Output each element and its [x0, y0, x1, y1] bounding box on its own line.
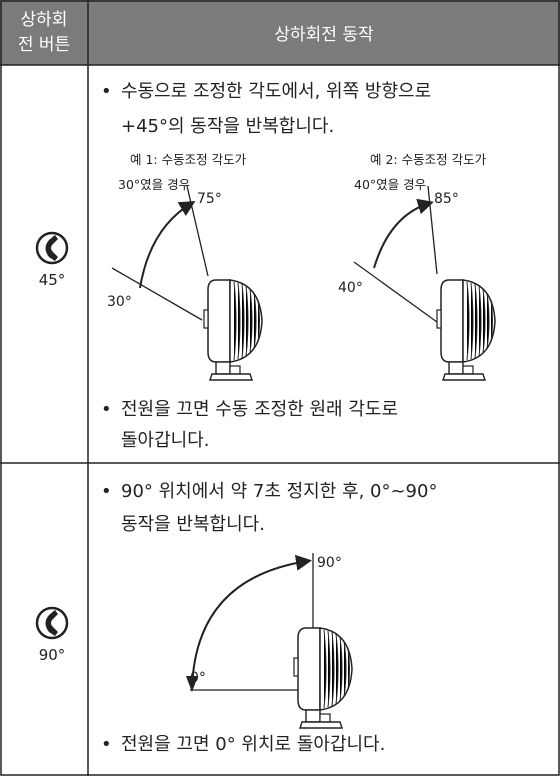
arrow-head — [186, 676, 198, 692]
text-line: 수동으로 조정한 각도에서, 위쪽 방향으로 — [121, 81, 431, 102]
fan-illustration — [293, 627, 353, 729]
header-col2: 상하회전 동작 — [274, 25, 374, 45]
text-line: 돌아갑니다. — [121, 430, 210, 451]
angle-label: 30° — [107, 294, 132, 310]
angle-label: 0° — [190, 670, 206, 686]
angle-diagram — [190, 553, 314, 691]
example-line: 예 1: 수동조정 각도가 — [130, 152, 247, 167]
angle-label: 40° — [338, 280, 363, 296]
example-line: 예 2: 수동조정 각도가 — [370, 152, 487, 167]
header-col1-line: 상하회 — [21, 10, 68, 30]
fan-illustration — [436, 279, 496, 381]
angle-diagram — [111, 185, 438, 323]
button-label: 45° — [39, 271, 66, 289]
bullet: • — [101, 81, 112, 102]
text-line: 전원을 끄면 0° 위치로 돌아갑니다. — [121, 734, 385, 755]
bullet: • — [101, 399, 112, 420]
rotation-icon — [35, 231, 69, 265]
bullet: • — [101, 481, 112, 502]
header-col1-line: 전 버튼 — [18, 35, 70, 55]
angle-label: 90° — [317, 555, 342, 571]
angle-label: 75° — [197, 191, 222, 207]
fan-illustration — [203, 279, 263, 381]
button-label: 90° — [39, 646, 66, 664]
header-bg — [0, 0, 560, 65]
bullet: • — [101, 734, 112, 755]
angle-label: 85° — [434, 191, 459, 207]
example-line: 30°였을 경우 — [118, 177, 190, 192]
example-line: 40°였을 경우 — [354, 177, 426, 192]
rotation-icon — [35, 606, 69, 640]
text-line: +45°의 동작을 반복합니다. — [121, 116, 334, 137]
text-line: 전원을 끄면 수동 조정한 원래 각도로 — [121, 399, 398, 420]
text-line: 90° 위치에서 약 7초 정지한 후, 0°~90° — [121, 481, 437, 502]
text-line: 동작을 반복합니다. — [121, 514, 265, 535]
